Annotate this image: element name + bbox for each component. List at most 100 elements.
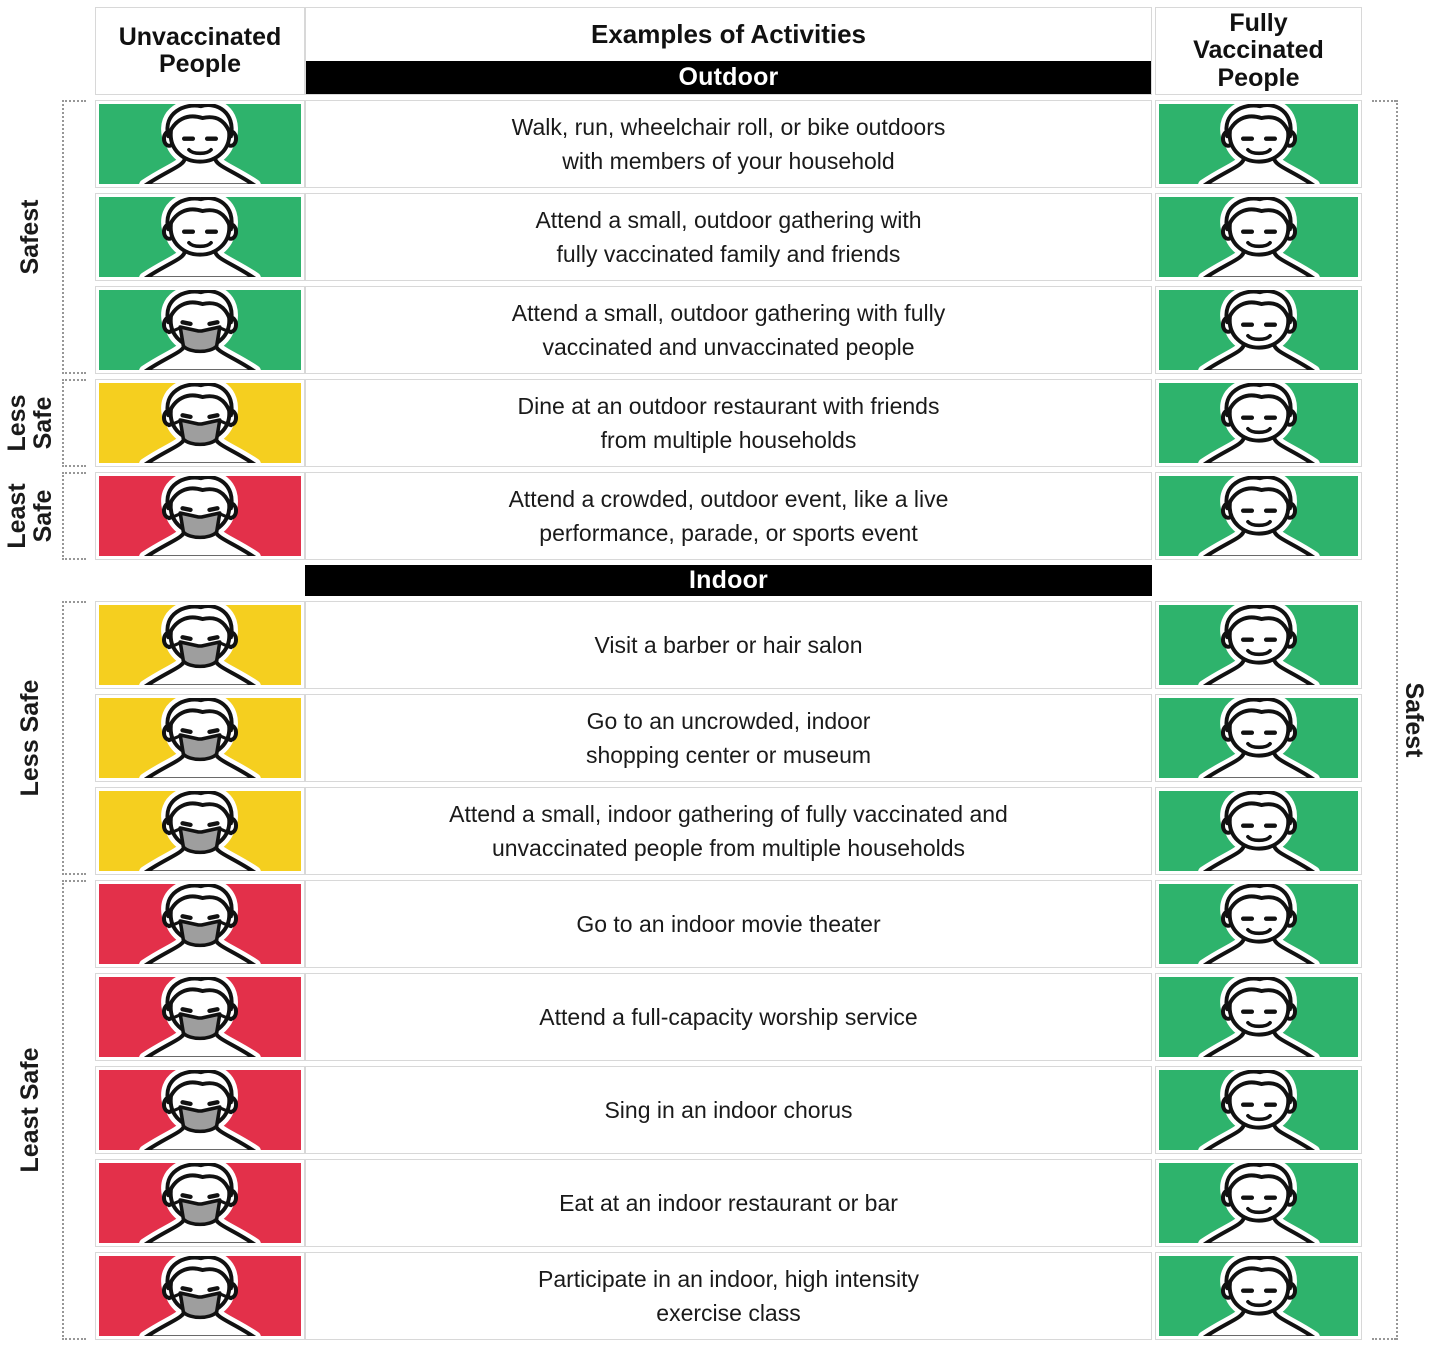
person-unmasked-icon [1197, 977, 1320, 1057]
risk-fill-safest [99, 290, 301, 370]
risk-fill-least_safe [99, 1256, 301, 1336]
risk-fill-safest [1159, 197, 1358, 277]
risk-fill-safest [1159, 290, 1358, 370]
unvaccinated-cell [95, 379, 305, 467]
left-bracket-tick-bottom [62, 873, 86, 875]
left-bracket-tick-top [62, 880, 86, 882]
left-bracket-line [62, 100, 64, 374]
person-unmasked-icon [1197, 476, 1320, 556]
vaccinated-cell [1155, 1066, 1362, 1154]
risk-fill-safest [99, 104, 301, 184]
vaccinated-cell [1155, 1252, 1362, 1340]
activity-text: Go to an uncrowded, indoor shopping cent… [305, 694, 1152, 782]
person-unmasked-icon [1197, 104, 1320, 184]
person-masked-icon [139, 977, 261, 1057]
risk-fill-safest [1159, 476, 1358, 556]
activity-text: Sing in an indoor chorus [305, 1066, 1152, 1154]
activity-text: Attend a small, outdoor gathering with f… [305, 286, 1152, 374]
left-risk-label: Least Safe [15, 1047, 44, 1173]
activity-text: Participate in an indoor, high intensity… [305, 1252, 1152, 1340]
person-unmasked-icon [139, 104, 261, 184]
unvaccinated-cell [95, 472, 305, 560]
unvaccinated-cell [95, 286, 305, 374]
risk-fill-safest [1159, 698, 1358, 778]
vaccinated-cell [1155, 601, 1362, 689]
vaccinated-cell [1155, 193, 1362, 281]
left-bracket-line [62, 472, 64, 560]
activity-text: Attend a full-capacity worship service [305, 973, 1152, 1061]
risk-fill-safest [1159, 1256, 1358, 1336]
section-bar-indoor: Indoor [305, 565, 1152, 596]
right-bracket-tick-bottom [1372, 1338, 1396, 1340]
unvaccinated-cell [95, 694, 305, 782]
left-bracket-tick-top [62, 601, 86, 603]
unvaccinated-cell [95, 601, 305, 689]
risk-fill-safest [99, 197, 301, 277]
person-masked-icon [139, 605, 261, 685]
activity-text: Dine at an outdoor restaurant with frien… [305, 379, 1152, 467]
vaccinated-cell [1155, 472, 1362, 560]
risk-fill-less_safe [99, 791, 301, 871]
risk-fill-safest [1159, 383, 1358, 463]
risk-fill-least_safe [99, 1070, 301, 1150]
person-masked-icon [139, 1256, 261, 1336]
risk-fill-less_safe [99, 383, 301, 463]
left-risk-label: Less Safe [2, 394, 57, 452]
person-masked-icon [139, 698, 261, 778]
left-bracket-tick-bottom [62, 1338, 86, 1340]
risk-fill-safest [1159, 977, 1358, 1057]
person-unmasked-icon [1197, 698, 1320, 778]
vaccinated-cell [1155, 1159, 1362, 1247]
risk-fill-least_safe [99, 1163, 301, 1243]
right-bracket-tick-top [1372, 100, 1396, 102]
risk-fill-least_safe [99, 977, 301, 1057]
column-header-unvaccinated: Unvaccinated People [95, 7, 305, 95]
left-bracket-tick-bottom [62, 465, 86, 467]
activity-text: Attend a small, indoor gathering of full… [305, 787, 1152, 875]
person-masked-icon [139, 884, 261, 964]
vaccinated-cell [1155, 694, 1362, 782]
activity-text: Attend a crowded, outdoor event, like a … [305, 472, 1152, 560]
risk-fill-least_safe [99, 884, 301, 964]
person-masked-icon [139, 290, 261, 370]
risk-fill-safest [1159, 791, 1358, 871]
person-masked-icon [139, 383, 261, 463]
person-unmasked-icon [139, 197, 261, 277]
unvaccinated-cell [95, 100, 305, 188]
person-masked-icon [139, 1070, 261, 1150]
activity-text: Attend a small, outdoor gathering with f… [305, 193, 1152, 281]
left-bracket-line [62, 601, 64, 875]
left-bracket-tick-bottom [62, 372, 86, 374]
left-risk-label: Least Safe [2, 483, 57, 549]
risk-fill-safest [1159, 1070, 1358, 1150]
person-unmasked-icon [1197, 884, 1320, 964]
left-bracket-line [62, 379, 64, 467]
risk-fill-safest [1159, 605, 1358, 685]
person-unmasked-icon [1197, 605, 1320, 685]
unvaccinated-cell [95, 880, 305, 968]
vaccinated-cell [1155, 880, 1362, 968]
right-bracket-line [1396, 100, 1398, 1340]
person-unmasked-icon [1197, 1163, 1320, 1243]
left-risk-label: Less Safe [15, 679, 44, 797]
unvaccinated-cell [95, 193, 305, 281]
risk-fill-less_safe [99, 605, 301, 685]
activity-text: Eat at an indoor restaurant or bar [305, 1159, 1152, 1247]
right-risk-label-safest: Safest [1400, 682, 1429, 758]
left-bracket-line [62, 880, 64, 1340]
risk-fill-safest [1159, 1163, 1358, 1243]
left-bracket-tick-bottom [62, 558, 86, 560]
person-unmasked-icon [1197, 1256, 1320, 1336]
risk-fill-less_safe [99, 698, 301, 778]
person-unmasked-icon [1197, 197, 1320, 277]
unvaccinated-cell [95, 973, 305, 1061]
person-masked-icon [139, 1163, 261, 1243]
activity-text: Visit a barber or hair salon [305, 601, 1152, 689]
left-bracket-tick-top [62, 100, 86, 102]
risk-fill-safest [1159, 884, 1358, 964]
person-unmasked-icon [1197, 290, 1320, 370]
section-bar-outdoor: Outdoor [306, 61, 1151, 94]
person-masked-icon [139, 791, 261, 871]
unvaccinated-cell [95, 1252, 305, 1340]
